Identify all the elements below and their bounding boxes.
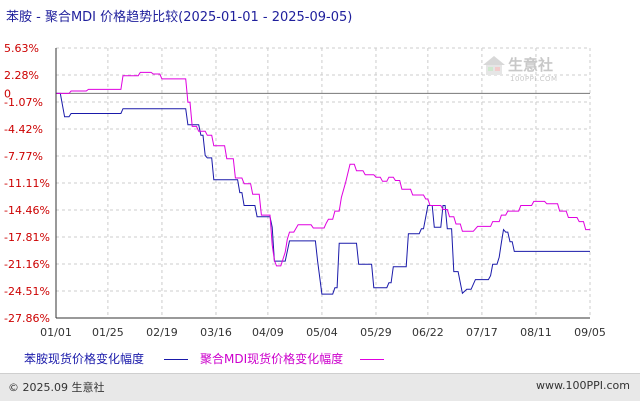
watermark-brand: 生意社 — [508, 56, 554, 74]
watermark-url: 100PPI.COM — [510, 75, 558, 83]
chart-canvas: 5.63% 2.28% -1.07% -4.42% -7.77% -11.11% -14.4… — [4, 42, 606, 339]
series-line-2 — [56, 71, 590, 267]
y-tick-label: 2.28% — [4, 69, 39, 82]
legend: 苯胺现货价格变化幅度 聚合MDI现货价格变化幅度 — [0, 350, 640, 370]
x-tick-label: 02/19 — [146, 326, 178, 339]
x-tick-label: 05/29 — [360, 326, 392, 339]
series-line-1 — [56, 92, 590, 295]
y-tick-label: -21.16% — [4, 258, 50, 271]
footer-site-link[interactable]: www.100PPI.com — [536, 379, 630, 392]
footer-bar: © 2025.09 生意社 www.100PPI.com — [0, 373, 640, 401]
x-tick-label: 05/04 — [306, 326, 338, 339]
x-tick-label: 04/09 — [252, 326, 284, 339]
x-tick-label: 01/25 — [92, 326, 124, 339]
y-zero-label: 0 — [4, 87, 11, 100]
footer-copyright: © 2025.09 生意社 — [8, 381, 105, 394]
x-tick-label: 06/22 — [412, 326, 444, 339]
watermark: 生意社 100PPI.COM — [482, 52, 574, 92]
y-tick-label: -7.77% — [4, 150, 43, 163]
x-axis-labels: 01/01 01/25 02/19 03/16 04/09 05/04 05/29 06/22… — [40, 326, 606, 339]
house-logo-icon — [483, 56, 505, 75]
y-tick-label: -17.81% — [4, 231, 50, 244]
y-tick-label: -11.11% — [4, 177, 50, 190]
legend-swatch-series2 — [360, 359, 384, 360]
y-tick-label: 5.63% — [4, 42, 39, 55]
x-tick-label: 08/11 — [520, 326, 552, 339]
chart-title: 苯胺 - 聚合MDI 价格趋势比较(2025-01-01 - 2025-09-0… — [6, 10, 353, 25]
y-tick-label: -27.86% — [4, 312, 50, 325]
series-lines — [56, 71, 590, 295]
y-tick-label: -4.42% — [4, 123, 43, 136]
legend-swatch-series1 — [164, 359, 188, 360]
x-tick-label: 09/05 — [574, 326, 606, 339]
legend-item-series2: 聚合MDI现货价格变化幅度 — [200, 350, 343, 367]
plot-frame — [55, 48, 590, 319]
y-tick-label: -24.51% — [4, 285, 50, 298]
y-axis-labels: 5.63% 2.28% -1.07% -4.42% -7.77% -11.11% -14.4… — [4, 42, 50, 325]
y-tick-label: -1.07% — [4, 96, 43, 109]
legend-item-series1: 苯胺现货价格变化幅度 — [24, 350, 144, 367]
x-tick-label: 01/01 — [40, 326, 72, 339]
x-tick-label: 07/17 — [466, 326, 498, 339]
legend-label-series2: 聚合MDI现货价格变化幅度 — [200, 352, 344, 366]
legend-label-series1: 苯胺现货价格变化幅度 — [24, 352, 145, 366]
y-tick-label: -14.46% — [4, 204, 50, 217]
x-tick-label: 03/16 — [200, 326, 232, 339]
